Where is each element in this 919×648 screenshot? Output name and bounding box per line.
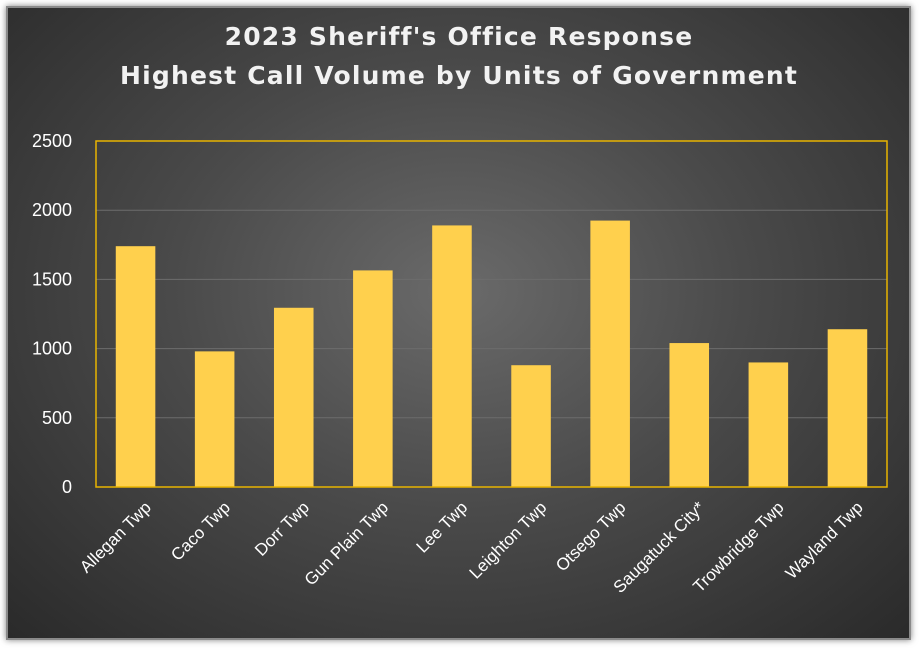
- bar-saugatuck-city: [669, 343, 710, 487]
- x-tick-label: Caco Twp: [167, 498, 234, 565]
- x-tick-label: Gun Plain Twp: [301, 498, 392, 589]
- bar-dorr-twp: [273, 307, 314, 487]
- bar-trowbridge-twp: [748, 362, 789, 487]
- bar-leighton-twp: [511, 365, 551, 487]
- y-axis-ticks: 0 500 1000 1500 2000 2500: [32, 131, 72, 497]
- x-tick-label: Allegan Twp: [76, 498, 155, 577]
- x-tick-label: Dorr Twp: [251, 498, 313, 560]
- bar-otsego-twp: [590, 220, 630, 487]
- bar-caco-twp: [194, 351, 235, 487]
- x-tick-label: Otsego Twp: [552, 498, 629, 575]
- bars: [115, 220, 868, 487]
- y-tick-label: 2500: [32, 131, 72, 151]
- y-tick-label: 0: [62, 477, 72, 497]
- bar-lee-twp: [432, 225, 472, 487]
- y-tick-label: 1000: [32, 339, 72, 359]
- bar-wayland-twp: [827, 329, 868, 487]
- bar-gun-plain-twp: [353, 270, 393, 487]
- chart-title: 2023 Sheriff's Office Response: [225, 22, 694, 51]
- y-tick-label: 500: [42, 408, 72, 428]
- x-tick-label: Leighton Twp: [466, 498, 551, 583]
- chart-subtitle: Highest Call Volume by Units of Governme…: [120, 61, 798, 90]
- y-tick-label: 2000: [32, 200, 72, 220]
- y-tick-label: 1500: [32, 269, 72, 289]
- x-tick-label: Lee Twp: [413, 498, 472, 557]
- bar-allegan-twp: [115, 246, 156, 487]
- plot-area-border: [95, 140, 888, 488]
- x-tick-label: Wayland Twp: [782, 498, 867, 583]
